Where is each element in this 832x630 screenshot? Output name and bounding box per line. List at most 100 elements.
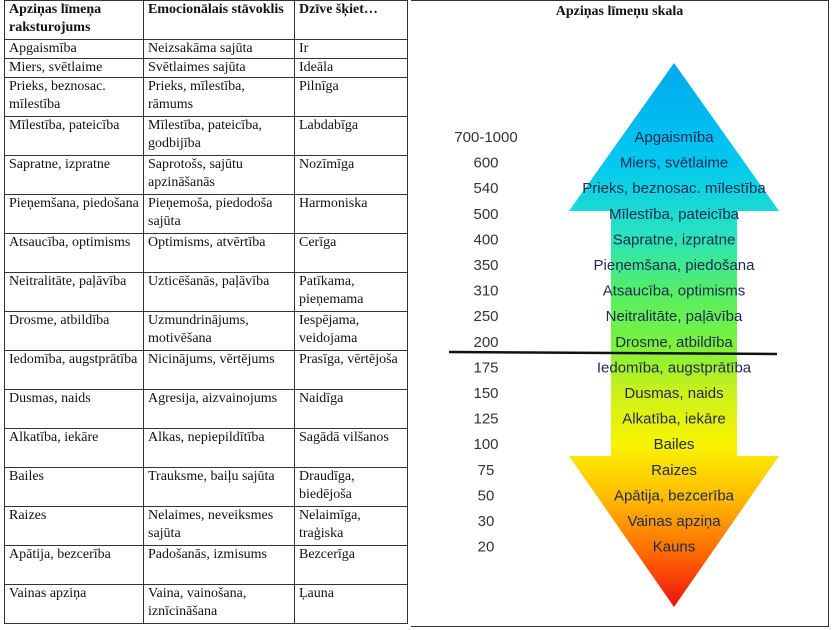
table-row: Raizes Nelaimes, neveiksmes sajūta Nelaimī… [4,506,408,546]
table-row: Drosme, atbildība Uzmundrinājums, motivēš… [4,311,408,351]
cell-level-description: Prieks, beznosac. mīlestība [4,77,144,117]
consciousness-levels-table: Apziņas līmeņa raksturojums Emocionālais… [4,0,408,624]
cell-level-description: Miers, svētlaime [4,58,144,78]
scale-number: 600 [473,155,498,172]
scale-title: Apziņas līmeņu skala [555,4,684,19]
scale-level-label: Miers, svētlaime [620,155,728,172]
cell-life-seems: Ļauna [294,584,408,624]
cell-level-description: Dusmas, naids [4,389,144,429]
consciousness-scale-arrow: 700-1000 Apgaismība 600 Miers, svētlaime 540… [448,63,779,607]
scale-level-label: Iedomība, augstprātība [597,359,752,376]
scale-number: 100 [473,436,498,453]
cell-emotional-state: Mīlestība, pateicība, godbijība [143,116,295,156]
cell-level-description: Drosme, atbildība [4,311,144,351]
scale-level-label: Vainas apziņa [627,513,721,530]
cell-life-seems: Draudīga, biedējoša [294,467,408,507]
cell-level-description: Raizes [4,506,144,546]
cell-life-seems: Nozīmīga [294,155,408,195]
scale-number: 500 [473,206,498,223]
scale-number: 350 [473,257,498,274]
scale-level-label: Pieņemšana, piedošana [594,257,756,274]
scale-number: 75 [478,462,495,479]
scale-number: 50 [478,487,495,504]
scale-number: 125 [473,411,498,428]
table-row: Vainas apziņa Vaina, vainošana, iznīcināš… [4,584,408,624]
cell-emotional-state: Pieņemoša, piedodoša sajūta [143,194,295,234]
cell-level-description: Bailes [4,467,144,507]
table-row: Pieņemšana, piedošana Pieņemoša, piedodoš… [4,194,408,234]
cell-level-description: Apātija, bezcerība [4,545,144,585]
table-row: Miers, svētlaime Svētlaimes sajūta Ideāla [4,58,408,78]
cell-level-description: Pieņemšana, piedošana [4,194,144,234]
table-header-row: Apziņas līmeņa raksturojums Emocionālais… [4,0,408,40]
scale-levels: 700-1000 Apgaismība 600 Miers, svētlaime 540… [454,129,766,556]
table-row: Dusmas, naids Agresija, aizvainojums Naidī… [4,389,408,429]
cell-emotional-state: Neizsakāma sajūta [143,39,295,59]
scale-level-label: Alkatība, iekāre [622,411,725,428]
cell-life-seems: Sagādā vilšanos [294,428,408,468]
scale-panel: Apziņas līmeņu skala 700-1000 Apga [411,0,829,627]
cell-life-seems: Ir [294,39,408,59]
header-life-seems: Dzīve šķiet… [294,0,408,40]
table-row: Alkatība, iekāre Alkas, nepiepildītība Sag… [4,428,408,468]
scale-level-label: Drosme, atbildība [615,334,733,351]
cell-level-description: Alkatība, iekāre [4,428,144,468]
cell-emotional-state: Uzticēšanās, paļāvība [143,272,295,312]
cell-emotional-state: Optimisms, atvērtība [143,233,295,273]
document: Apziņas līmeņa raksturojums Emocionālais… [4,0,830,628]
scale-level-label: Dusmas, naids [624,385,723,402]
scale-number: 310 [473,283,498,300]
cell-level-description: Sapratne, izpratne [4,155,144,195]
cell-life-seems: Labdabīga [294,116,408,156]
header-level-description: Apziņas līmeņa raksturojums [4,0,144,40]
cell-level-description: Vainas apziņa [4,584,144,624]
scale-level-label: Kauns [653,539,696,556]
cell-emotional-state: Alkas, nepiepildītība [143,428,295,468]
cell-life-seems: Nelaimīga, traģiska [294,506,408,546]
cell-life-seems: Harmoniska [294,194,408,234]
scale-level-label: Bailes [654,436,695,453]
scale-level-label: Raizes [651,462,697,479]
cell-life-seems: Patīkama, pieņemama [294,272,408,312]
scale-number: 540 [473,180,498,197]
cell-life-seems: Bezcerīga [294,545,408,585]
scale-level-label: Prieks, beznosac. mīlestība [582,180,766,197]
double-arrow-shape [569,63,779,607]
cell-emotional-state: Padošanās, izmisums [143,545,295,585]
scale-level-label: Apgaismība [634,129,714,146]
cell-life-seems: Cerīga [294,233,408,273]
cell-level-description: Iedomība, augstprātība [4,350,144,390]
scale-number: 175 [473,359,498,376]
scale-level-label: Neitralitāte, paļāvība [606,308,743,325]
table-row: Apātija, bezcerība Padošanās, izmisums Bez… [4,545,408,585]
cell-life-seems: Ideāla [294,58,408,78]
table-row: Mīlestība, pateicība Mīlestība, pateicība… [4,116,408,156]
table-row: Apgaismība Neizsakāma sajūta Ir [4,39,408,59]
scale-level-label: Mīlestība, pateicība [609,206,740,223]
scale-level-label: Atsaucība, optimisms [603,283,746,300]
cell-level-description: Atsaucība, optimisms [4,233,144,273]
table-body: Apgaismība Neizsakāma sajūta Ir Miers, svēt… [4,39,408,624]
cell-emotional-state: Vaina, vainošana, iznīcināšana [143,584,295,624]
scale-number: 400 [473,231,498,248]
scale-number: 200 [473,334,498,351]
cell-emotional-state: Prieks, mīlestība, rāmums [143,77,295,117]
table-row: Iedomība, augstprātība Nicinājums, vērtēj… [4,350,408,390]
scale-level-label: Sapratne, izpratne [613,231,736,248]
cell-emotional-state: Nelaimes, neveiksmes sajūta [143,506,295,546]
scale-number: 700-1000 [454,129,517,146]
cell-emotional-state: Agresija, aizvainojums [143,389,295,429]
table-row: Bailes Trauksme, baiļu sajūta Draudīga, bi… [4,467,408,507]
cell-emotional-state: Trauksme, baiļu sajūta [143,467,295,507]
cell-level-description: Mīlestība, pateicība [4,116,144,156]
scale-number: 20 [478,539,495,556]
cell-emotional-state: Svētlaimes sajūta [143,58,295,78]
cell-level-description: Apgaismība [4,39,144,59]
scale-number: 250 [473,308,498,325]
cell-life-seems: Pilnīga [294,77,408,117]
cell-emotional-state: Nicinājums, vērtējums [143,350,295,390]
cell-life-seems: Iespējama, veidojama [294,311,408,351]
scale-number: 30 [478,513,495,530]
cell-emotional-state: Uzmundrinājums, motivēšana [143,311,295,351]
table-row: Neitralitāte, paļāvība Uzticēšanās, paļāv… [4,272,408,312]
